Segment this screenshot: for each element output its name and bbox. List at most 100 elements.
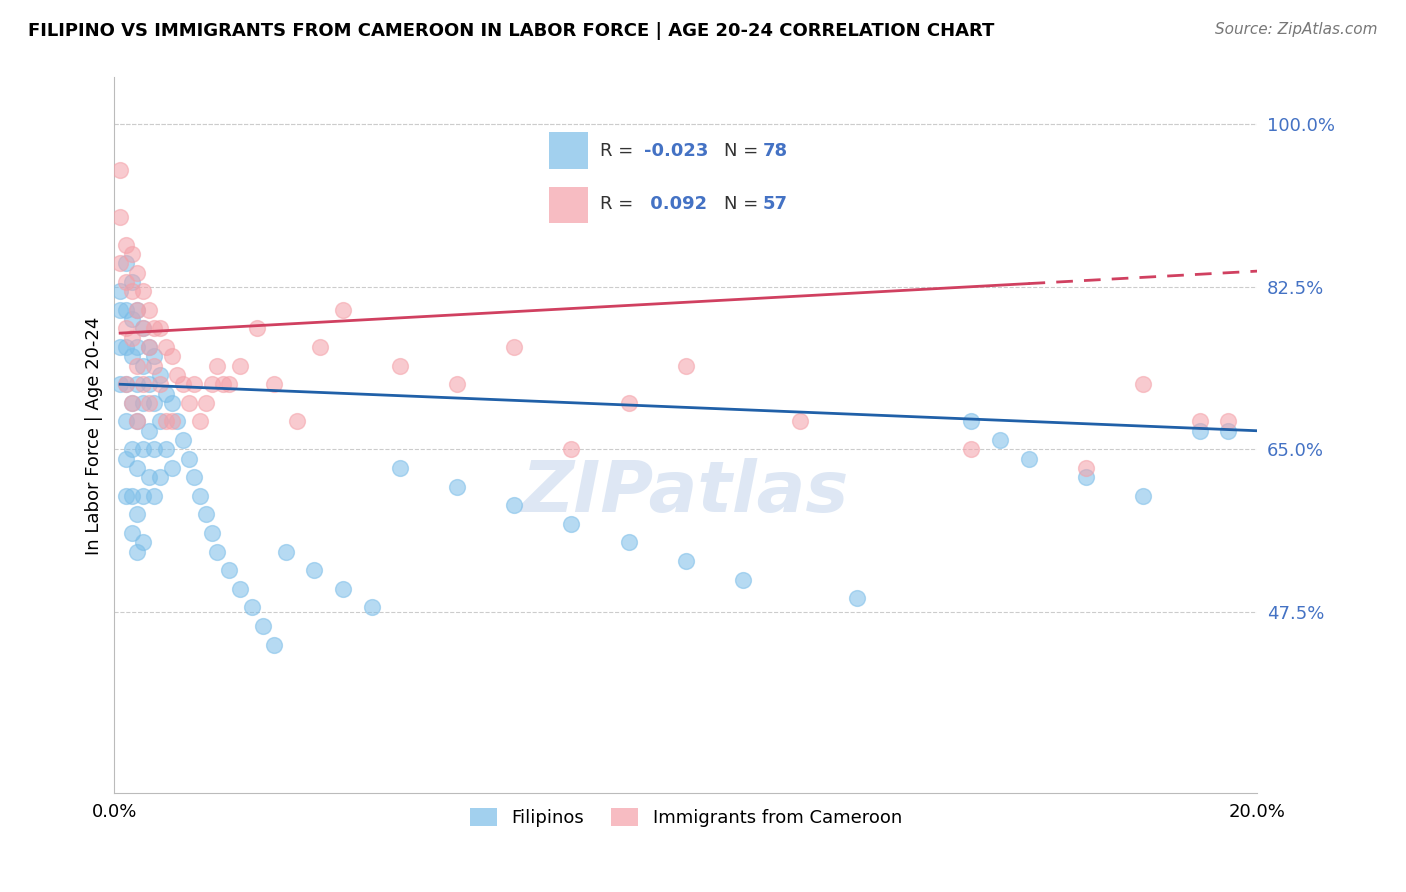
Point [332,582,354,596]
Point [160,396,183,410]
Point [132,489,155,503]
Point [121,526,143,541]
Point [127,414,149,428]
Point [138,470,160,484]
Point [121,350,143,364]
Point [149,377,172,392]
Point [121,331,143,345]
Text: Source: ZipAtlas.com: Source: ZipAtlas.com [1215,22,1378,37]
Point [617,535,640,549]
Point [1018,451,1040,466]
Point [789,414,811,428]
Point [218,563,240,577]
Point [143,489,166,503]
Point [285,414,308,428]
Point [127,302,149,317]
Point [988,433,1011,447]
Point [207,544,229,558]
Point [143,350,166,364]
Point [172,433,194,447]
Point [143,359,166,373]
Point [132,321,155,335]
Point [166,368,188,382]
Point [121,275,143,289]
Point [446,377,468,392]
Point [1132,489,1154,503]
Point [332,302,354,317]
Point [240,600,263,615]
Point [252,619,274,633]
Point [309,340,332,354]
Point [246,321,269,335]
Point [675,359,697,373]
Point [960,414,983,428]
Point [121,442,143,457]
Point [138,340,160,354]
Point [138,424,160,438]
Point [155,414,177,428]
Point [218,377,240,392]
Point [172,377,194,392]
Point [108,340,131,354]
Point [115,414,138,428]
Point [389,461,412,475]
Point [121,489,143,503]
Point [138,396,160,410]
Point [127,414,149,428]
Point [121,312,143,326]
Point [200,526,222,541]
Point [115,377,138,392]
Point [143,321,166,335]
Point [1074,470,1097,484]
Point [138,377,160,392]
Point [149,321,172,335]
Point [115,237,138,252]
Point [1188,414,1211,428]
Point [132,359,155,373]
Point [263,638,285,652]
Point [229,359,252,373]
Point [1188,424,1211,438]
Point [183,377,205,392]
Point [1132,377,1154,392]
Legend: Filipinos, Immigrants from Cameroon: Filipinos, Immigrants from Cameroon [463,801,910,834]
Point [115,321,138,335]
Point [127,377,149,392]
Point [108,210,131,224]
Text: ZIPatlas: ZIPatlas [522,458,849,527]
Point [183,470,205,484]
Point [194,508,217,522]
Point [675,554,697,568]
Point [160,350,183,364]
Point [108,163,131,178]
Point [1074,461,1097,475]
Point [503,340,526,354]
Point [263,377,285,392]
Point [138,340,160,354]
Point [731,573,754,587]
Point [127,266,149,280]
Point [188,489,211,503]
Point [121,396,143,410]
Point [149,414,172,428]
Point [132,321,155,335]
Point [143,442,166,457]
Point [166,414,188,428]
Point [207,359,229,373]
Point [115,340,138,354]
Point [108,377,131,392]
Point [115,275,138,289]
Point [127,340,149,354]
Point [503,498,526,512]
Point [121,247,143,261]
Point [177,396,200,410]
Point [617,396,640,410]
Text: FILIPINO VS IMMIGRANTS FROM CAMEROON IN LABOR FORCE | AGE 20-24 CORRELATION CHAR: FILIPINO VS IMMIGRANTS FROM CAMEROON IN … [28,22,994,40]
Point [155,386,177,401]
Point [115,302,138,317]
Point [194,396,217,410]
Point [143,396,166,410]
Point [188,414,211,428]
Point [127,461,149,475]
Point [108,256,131,270]
